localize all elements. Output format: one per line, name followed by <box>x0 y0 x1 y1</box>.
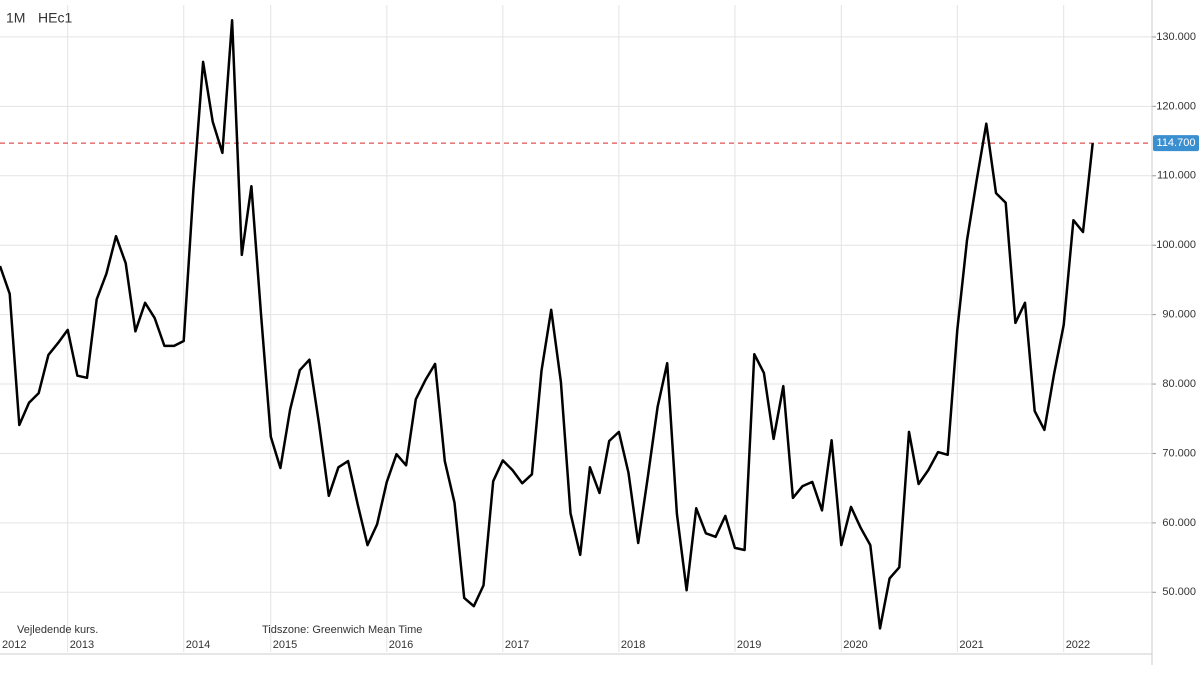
note: Vejledende kurs. <box>17 624 98 636</box>
x-tick-label: 2019 <box>737 639 761 651</box>
y-tick-label: 80.000 <box>1162 378 1196 390</box>
y-tick-label: 60.000 <box>1162 517 1196 529</box>
y-tick-label: 50.000 <box>1162 586 1196 598</box>
interval-label: 1M <box>6 10 25 26</box>
x-tick-label: 2022 <box>1066 639 1090 651</box>
y-tick-label: 130.000 <box>1156 31 1196 43</box>
y-tick-label: 70.000 <box>1162 447 1196 459</box>
x-tick-label: 2014 <box>186 639 210 651</box>
y-tick-label: 120.000 <box>1156 100 1196 112</box>
x-tick-label: 2020 <box>843 639 867 651</box>
price-line <box>0 19 1094 630</box>
last-price-badge <box>1153 135 1199 152</box>
last-price-label: 114.700 <box>1157 137 1196 149</box>
y-tick-label: 90.000 <box>1162 309 1196 321</box>
y-tick-label: 110.000 <box>1157 170 1196 182</box>
x-tick-label: 2018 <box>621 639 645 651</box>
foreground: 50.000 60.000 70.000 80.000 90.000 100.000 110… <box>0 0 1199 665</box>
y-tick-label: 100.000 <box>1156 239 1196 251</box>
x-tick-label: 2021 <box>959 639 983 651</box>
symbol-label: HEc1 <box>38 10 72 26</box>
x-tick-label: 2015 <box>273 639 297 651</box>
x-tick-label: 2012 <box>2 639 26 651</box>
timezone: Tidszone: Greenwich Mean Time <box>262 624 422 636</box>
x-tick-label: 2013 <box>70 639 94 651</box>
x-tick-label: 2016 <box>389 639 413 651</box>
x-tick-label: 2017 <box>505 639 529 651</box>
